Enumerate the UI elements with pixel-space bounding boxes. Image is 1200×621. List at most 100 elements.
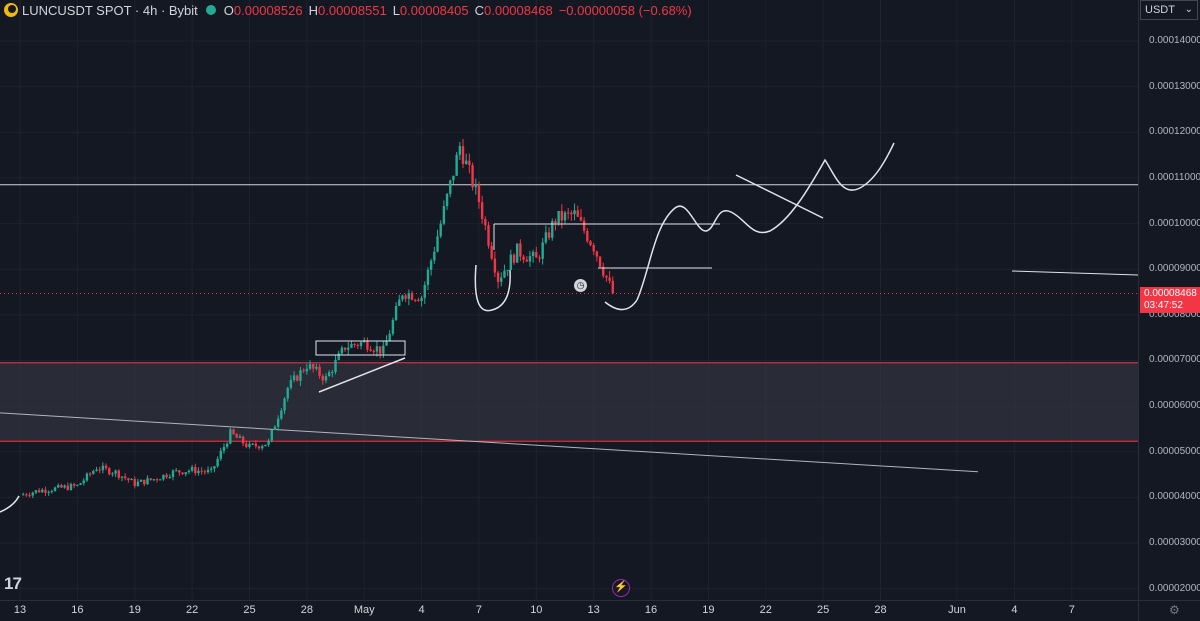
candle-body — [461, 146, 465, 165]
candle-body — [487, 225, 490, 246]
candle-body — [557, 210, 560, 224]
hand-drawn-cup-1[interactable] — [474, 264, 511, 312]
candle-body — [417, 299, 420, 302]
hand-drawn-cup-2[interactable] — [604, 299, 638, 311]
candle-body — [378, 346, 382, 354]
candle-body — [343, 347, 347, 350]
current-price-label: 0.00008468 03:47:52 — [1140, 287, 1200, 314]
candle-body — [187, 470, 191, 473]
candle-body — [484, 219, 487, 226]
candle-body — [257, 446, 261, 449]
candle-body — [289, 380, 293, 388]
candle-body — [531, 251, 535, 257]
high-value: 0.00008551 — [318, 2, 387, 18]
countdown-timer: 03:47:52 — [1144, 300, 1183, 312]
candle-body — [50, 491, 54, 493]
candle-body — [519, 243, 522, 257]
candle-body — [72, 484, 76, 486]
candle-body — [401, 295, 404, 300]
time-tick-label: 7 — [1068, 604, 1075, 616]
candle-body — [104, 465, 108, 469]
candle-body — [602, 266, 605, 276]
support-zone[interactable] — [0, 362, 1138, 442]
trend-line[interactable] — [0, 412, 979, 473]
time-tick-label: 4 — [1011, 604, 1018, 616]
time-tick-label: 16 — [644, 604, 658, 616]
time-axis[interactable]: 13 16 19 22 25 28 May 4 7 10 13 16 19 22 25 28 Jun 4 7 — [0, 600, 1138, 621]
candle-body — [560, 210, 564, 221]
chart-pane[interactable]: LUNCUSDT SPOT · 4h · Bybit O 0.00008526 H… — [0, 0, 1138, 600]
candle-body — [566, 212, 570, 214]
candle-body — [442, 206, 446, 224]
price-tick-label: 0.00004000 — [1149, 491, 1200, 503]
candle-body — [155, 479, 159, 481]
candle-body — [57, 484, 60, 488]
candle-body — [200, 470, 203, 472]
candle-body — [366, 340, 369, 350]
candle-body — [388, 333, 391, 341]
price-tick-label: 0.00011000 — [1149, 171, 1200, 183]
candle-body — [152, 479, 156, 481]
tradingview-logo-icon[interactable]: 17 — [4, 574, 22, 593]
candle-body — [165, 474, 168, 478]
candle-body — [493, 258, 497, 273]
hand-drawn-curve-left[interactable] — [0, 495, 20, 513]
price-tick-label: 0.00010000 — [1149, 217, 1200, 229]
price-chart[interactable] — [0, 0, 1138, 600]
candle-body — [509, 254, 513, 270]
candle-body — [171, 470, 175, 477]
candle-body — [337, 353, 340, 360]
ascending-line[interactable] — [318, 357, 406, 393]
projection-path[interactable] — [636, 142, 895, 301]
time-tick-label: 25 — [817, 604, 830, 616]
candle-body — [53, 487, 57, 492]
candle-body — [598, 256, 602, 267]
candle-body — [305, 368, 309, 372]
candle-body — [149, 478, 152, 480]
candle-body — [327, 372, 331, 377]
candle-body — [471, 165, 474, 188]
candle-body — [98, 469, 101, 471]
time-tick-label: 22 — [185, 604, 199, 616]
gear-icon[interactable]: ⚙ — [1169, 603, 1180, 617]
candle-body — [184, 472, 187, 475]
candle-body — [37, 490, 41, 493]
candle-body — [595, 251, 599, 257]
candle-body — [522, 256, 525, 260]
axis-settings[interactable]: ⚙ — [1138, 600, 1200, 621]
candle-body — [283, 398, 286, 411]
right-level-line[interactable] — [1011, 270, 1138, 276]
candle-body — [41, 489, 44, 493]
candle-body — [254, 443, 258, 447]
alarm-clock-icon[interactable]: ◷ — [574, 279, 587, 292]
candle-body — [136, 481, 140, 487]
candle-body — [66, 485, 70, 490]
lightning-icon[interactable]: ⚡ — [612, 579, 630, 597]
candle-body — [318, 366, 321, 376]
candle-body — [429, 260, 433, 270]
candle-body — [197, 470, 200, 474]
candle-body — [270, 430, 273, 441]
candle-body — [394, 306, 398, 321]
close-value: 0.00008468 — [484, 2, 553, 18]
current-price-value: 0.00008468 — [1144, 288, 1197, 300]
candle-body — [216, 458, 219, 467]
price-axis[interactable]: USDT ⌄ 0.00014000 0.00013000 0.00012000 0.0… — [1138, 0, 1200, 600]
candle-body — [433, 251, 436, 261]
candle-body — [407, 293, 411, 299]
symbol-title[interactable]: LUNCUSDT SPOT · 4h · Bybit — [22, 2, 198, 18]
candle-body — [321, 375, 324, 381]
candle-body — [222, 446, 226, 451]
diagonal-line[interactable] — [735, 174, 824, 219]
currency-selector[interactable]: USDT ⌄ — [1140, 0, 1198, 20]
candle-body — [477, 184, 481, 203]
consolidation-box[interactable] — [315, 340, 406, 356]
candle-body — [88, 473, 92, 475]
candle-body — [69, 484, 73, 490]
candle-body — [436, 236, 439, 252]
candle-body — [579, 216, 583, 221]
price-tick-label: 0.00014000 — [1149, 35, 1200, 47]
candle-body — [267, 440, 270, 445]
candle-body — [162, 474, 165, 480]
candle-body — [111, 473, 114, 475]
